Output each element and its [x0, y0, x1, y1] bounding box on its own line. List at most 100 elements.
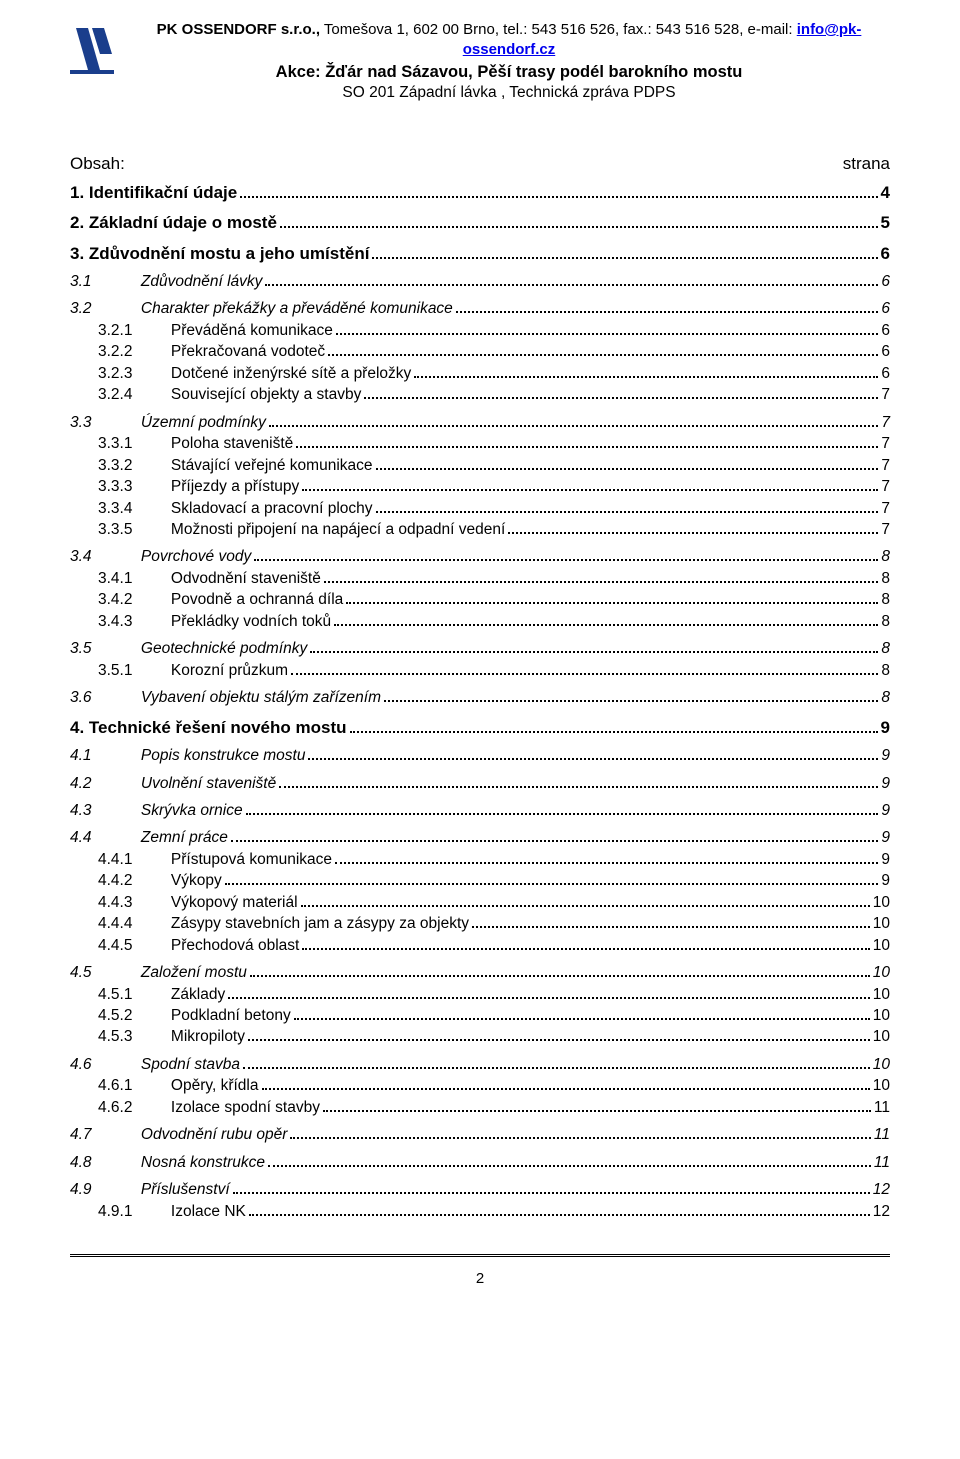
toc-entry-number: 4.5.2 [98, 1006, 158, 1026]
toc-entry-title: Skladovací a pracovní plochy [158, 499, 373, 519]
toc-entry-page: 10 [873, 936, 890, 956]
toc-entry-number: 3.5.1 [98, 661, 158, 681]
toc-entry-page: 7 [881, 520, 890, 540]
toc-entry-title: Popis konstrukce mostu [128, 746, 305, 766]
toc-entry-number: 4.6.2 [98, 1098, 158, 1118]
toc-entry-number: 3.2.3 [98, 364, 158, 384]
toc-entry-number: 3.4.2 [98, 590, 158, 610]
toc-entry-page: 10 [873, 985, 890, 1005]
toc-leader-dots [249, 1205, 870, 1216]
toc-entry-page: 12 [873, 1202, 890, 1222]
toc-leader-dots [279, 777, 878, 788]
page-number: 2 [70, 1270, 890, 1287]
toc-leader-dots [231, 832, 878, 843]
toc-entry-page: 10 [873, 893, 890, 913]
toc-entry-page: 12 [873, 1180, 890, 1200]
document-page: PK OSSENDORF s.r.o., Tomešova 1, 602 00 … [0, 0, 960, 1317]
toc-entry-number: 2. [70, 212, 89, 234]
toc-leader-dots [268, 1156, 871, 1167]
toc-entry: 4.3 Skrývka ornice 9 [70, 800, 890, 821]
toc-entry: 4.9 Příslušenství 12 [70, 1179, 890, 1200]
toc-entry-page: 10 [873, 1055, 890, 1075]
toc-entry: 3.2.4 Související objekty a stavby 7 [70, 384, 890, 405]
toc-entry-number: 3.3.5 [98, 520, 158, 540]
toc-entry: 2. Základní údaje o mostě 5 [70, 211, 890, 234]
toc-leader-dots [228, 988, 870, 999]
toc-entry: 3.1 Zdůvodnění lávky 6 [70, 271, 890, 292]
toc-entry-title: Opěry, křídla [158, 1076, 259, 1096]
toc-entry-number: 3.3.4 [98, 499, 158, 519]
toc-entry-page: 7 [881, 413, 890, 433]
toc-entry-title: Přístupová komunikace [158, 850, 332, 870]
toc-entry: 4.6.2 Izolace spodní stavby 11 [70, 1097, 890, 1118]
toc-entry-page: 8 [881, 612, 890, 632]
toc-leader-dots [302, 480, 878, 491]
toc-entry-title: Technické řešení nového mostu [89, 717, 347, 739]
toc-entry-number: 4.5.3 [98, 1027, 158, 1047]
toc-entry: 4.9.1 Izolace NK 12 [70, 1201, 890, 1222]
toc-entry: 3.3.1 Poloha staveniště 7 [70, 433, 890, 454]
toc-entry: 3.4 Povrchové vody 8 [70, 546, 890, 567]
table-of-contents: 1. Identifikační údaje 4 2. Základní údaj… [70, 181, 890, 1222]
toc-leader-dots [334, 615, 878, 626]
toc-entry-number: 3. [70, 243, 89, 265]
toc-entry-page: 10 [873, 963, 890, 983]
toc-leader-dots [301, 896, 870, 907]
toc-entry-number: 3.4.3 [98, 612, 158, 632]
toc-entry: 4.4.4 Zásypy stavebních jam a zásypy za … [70, 913, 890, 934]
toc-entry: 4.7 Odvodnění rubu opěr 11 [70, 1124, 890, 1145]
toc-entry-number: 3.3.3 [98, 477, 158, 497]
toc-entry-page: 9 [881, 871, 890, 891]
toc-entry-title: Výkopy [158, 871, 222, 891]
toc-leader-dots [414, 367, 878, 378]
toc-entry-page: 6 [881, 299, 890, 319]
header-line-1: PK OSSENDORF s.r.o., Tomešova 1, 602 00 … [128, 20, 890, 61]
toc-entry-number: 3.3.1 [98, 434, 158, 454]
toc-leader-dots [310, 642, 878, 653]
toc-entry-title: Izolace NK [158, 1202, 246, 1222]
toc-entry-number: 3.5 [70, 639, 128, 659]
toc-entry: 3.5.1 Korozní průzkum 8 [70, 660, 890, 681]
toc-entry: 4.4.1 Přístupová komunikace 9 [70, 849, 890, 870]
toc-entry: 4.4.3 Výkopový materiál 10 [70, 892, 890, 913]
toc-entry-title: Geotechnické podmínky [128, 639, 307, 659]
toc-entry-title: Překračovaná vodoteč [158, 342, 325, 362]
toc-entry-number: 4.6.1 [98, 1076, 158, 1096]
toc-entry: 1. Identifikační údaje 4 [70, 181, 890, 204]
toc-heading-row: Obsah: strana [70, 154, 890, 174]
toc-entry: 3.3.2 Stávající veřejné komunikace 7 [70, 455, 890, 476]
toc-entry-title: Založení mostu [128, 963, 247, 983]
toc-leader-dots [336, 324, 878, 335]
toc-leader-dots [225, 874, 879, 885]
toc-entry-title: Zásypy stavebních jam a zásypy za objekt… [158, 914, 469, 934]
toc-entry-page: 10 [873, 1027, 890, 1047]
toc-leader-dots [280, 216, 878, 228]
toc-entry: 3.4.3 Překládky vodních toků 8 [70, 611, 890, 632]
toc-entry-page: 9 [881, 746, 890, 766]
toc-entry: 3. Zdůvodnění mostu a jeho umístění 6 [70, 242, 890, 265]
toc-entry-page: 9 [881, 850, 890, 870]
toc-leader-dots [384, 691, 878, 702]
toc-entry: 3.2.1 Převáděná komunikace 6 [70, 320, 890, 341]
toc-entry-number: 3.1 [70, 272, 128, 292]
toc-entry: 3.2.2 Překračovaná vodoteč 6 [70, 341, 890, 362]
toc-leader-dots [265, 275, 878, 286]
toc-entry-title: Charakter překážky a převáděné komunikac… [128, 299, 453, 319]
toc-entry-title: Dotčené inženýrské sítě a přeložky [158, 364, 411, 384]
toc-entry-number: 4.2 [70, 774, 128, 794]
toc-entry-page: 11 [874, 1098, 890, 1118]
toc-entry-number: 4.9 [70, 1180, 128, 1200]
toc-leader-dots [248, 1031, 870, 1042]
toc-leader-dots [296, 437, 878, 448]
toc-entry-number: 4.8 [70, 1153, 128, 1173]
toc-leader-dots [323, 1101, 871, 1112]
toc-entry-title: Přechodová oblast [158, 936, 299, 956]
toc-leader-dots [364, 388, 878, 399]
toc-entry: 4.4.5 Přechodová oblast 10 [70, 935, 890, 956]
footer-rule [70, 1254, 890, 1256]
toc-entry-page: 11 [874, 1125, 890, 1145]
toc-entry-page: 6 [881, 243, 890, 265]
toc-leader-dots [372, 247, 877, 259]
toc-entry-number: 4.4.5 [98, 936, 158, 956]
toc-leader-dots [335, 853, 878, 864]
